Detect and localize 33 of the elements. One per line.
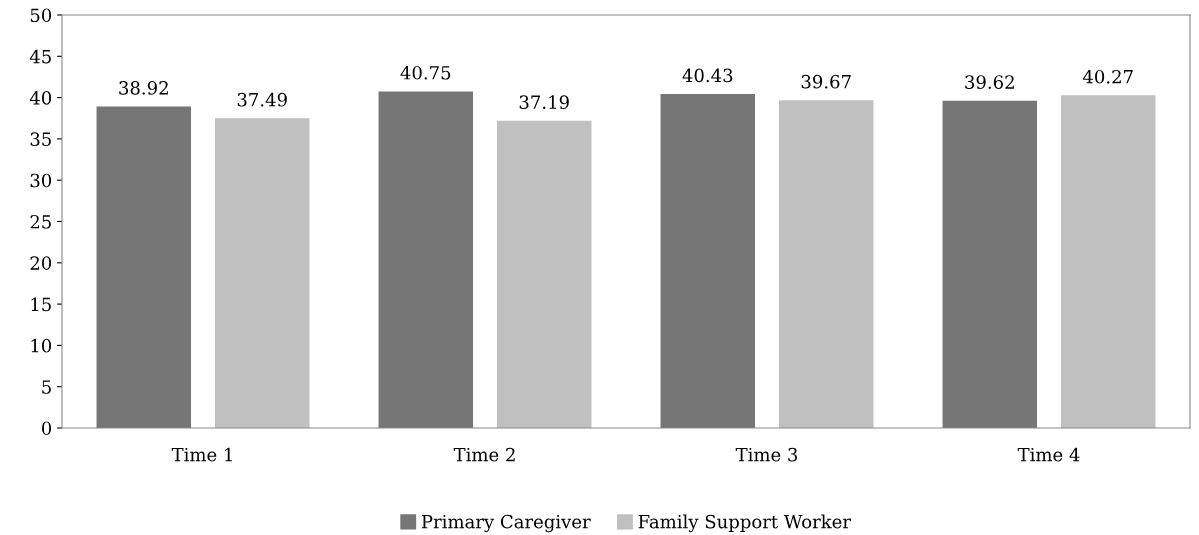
data-label: 40.43 — [682, 68, 733, 83]
bar — [778, 100, 874, 428]
x-tick-label: Time 3 — [735, 447, 798, 462]
y-tick-label: 5 — [42, 380, 51, 394]
x-tick-label: Time 4 — [1017, 447, 1080, 462]
legend-label: Family Support Worker — [638, 514, 851, 533]
bar — [496, 120, 592, 428]
bar — [1060, 95, 1156, 428]
y-tick-label: 35 — [30, 132, 51, 147]
bar — [378, 91, 474, 428]
data-label: 39.67 — [801, 74, 851, 89]
data-label: 38.92 — [119, 81, 168, 95]
data-label: 40.75 — [400, 65, 451, 80]
y-tick-label: 10 — [31, 338, 52, 353]
bar — [214, 118, 310, 428]
y-tick-label: 30 — [30, 173, 52, 188]
bar — [942, 100, 1038, 428]
y-tick-label: 25 — [30, 214, 51, 229]
y-tick-label: 15 — [31, 297, 51, 312]
y-tick-label: 40 — [29, 91, 52, 105]
y-tick-label: 45 — [29, 49, 51, 64]
legend-label: Primary Caregiver — [421, 514, 591, 533]
y-tick-label: 50 — [30, 8, 52, 23]
x-tick-label: Time 2 — [453, 447, 515, 462]
data-label: 37.19 — [519, 95, 569, 109]
x-tick-label: Time 1 — [171, 447, 232, 462]
data-label: 40.27 — [1082, 69, 1133, 84]
bar — [96, 106, 192, 428]
data-label: 39.62 — [965, 75, 1014, 89]
y-tick-label: 20 — [30, 256, 52, 270]
bar — [660, 94, 756, 428]
data-label: 37.49 — [237, 92, 287, 107]
y-tick-label: 0 — [41, 421, 52, 436]
